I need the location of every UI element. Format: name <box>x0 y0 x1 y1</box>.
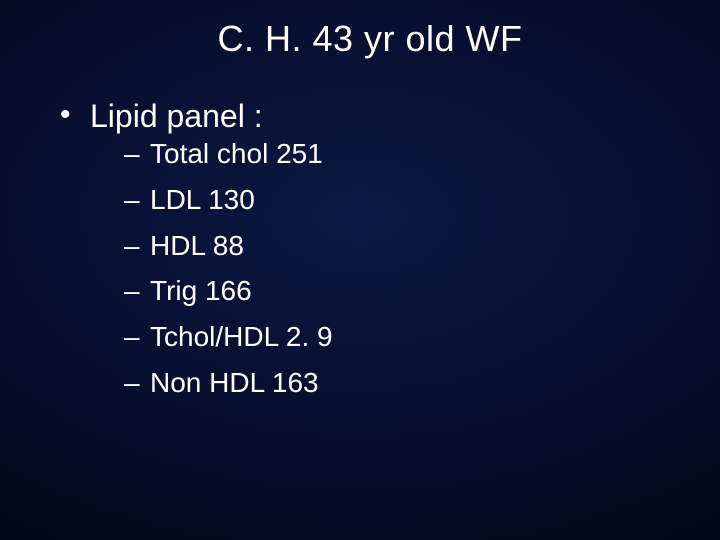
sub-bullet-total-chol: Total chol 251 <box>124 135 680 173</box>
bullet-list-level1: Lipid panel : Total chol 251 LDL 130 HDL… <box>60 98 680 402</box>
bullet-list-level2: Total chol 251 LDL 130 HDL 88 Trig 166 T… <box>90 135 680 402</box>
bullet-label: Lipid panel : <box>90 98 263 134</box>
slide-title: C. H. 43 yr old WF <box>60 18 680 60</box>
slide: C. H. 43 yr old WF Lipid panel : Total c… <box>0 0 720 540</box>
sub-bullet-ldl: LDL 130 <box>124 181 680 219</box>
sub-bullet-trig: Trig 166 <box>124 272 680 310</box>
sub-bullet-tchol-hdl: Tchol/HDL 2. 9 <box>124 318 680 356</box>
sub-bullet-hdl: HDL 88 <box>124 227 680 265</box>
bullet-lipid-panel: Lipid panel : Total chol 251 LDL 130 HDL… <box>60 98 680 402</box>
sub-bullet-non-hdl: Non HDL 163 <box>124 364 680 402</box>
